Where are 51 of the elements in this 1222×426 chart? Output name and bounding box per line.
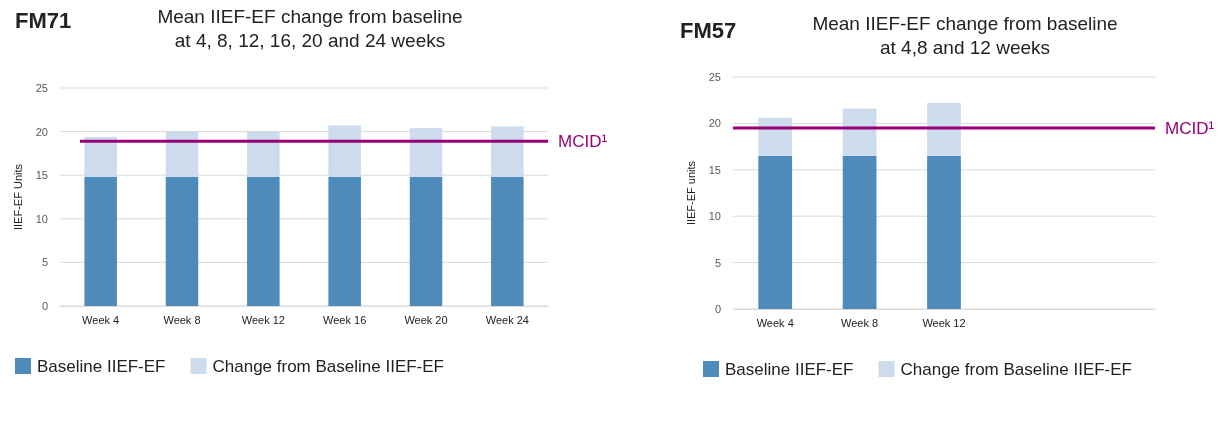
- bar: [409, 128, 443, 177]
- ref-line-label: MCID¹: [1165, 119, 1215, 139]
- x-tick-label: Week 12: [241, 313, 285, 326]
- bar: [409, 176, 443, 306]
- y-tick-label: 0: [41, 300, 48, 313]
- x-tick-label: Week 4: [82, 313, 120, 326]
- y-axis-title: IIEF-EF Units: [12, 163, 24, 231]
- legend-label: Change from Baseline IIEF-EF: [212, 357, 444, 376]
- bar: [328, 176, 361, 306]
- y-tick-label: 15: [708, 163, 721, 176]
- y-tick-label: 20: [35, 125, 48, 138]
- legend-label: Baseline IIEF-EF: [725, 360, 854, 379]
- bar: [165, 176, 199, 306]
- y-tick-label: 5: [41, 256, 48, 269]
- bar: [328, 125, 361, 177]
- x-tick-label: Week 12: [922, 316, 966, 329]
- y-tick-label: 5: [714, 256, 721, 269]
- bar: [84, 176, 117, 306]
- x-tick-label: Week 16: [323, 313, 367, 326]
- y-tick-label: 20: [708, 117, 721, 130]
- bar: [927, 102, 961, 156]
- y-tick-label: 10: [35, 212, 48, 225]
- y-tick-label: 0: [714, 303, 721, 316]
- bar: [758, 117, 793, 156]
- bar: [165, 131, 199, 177]
- y-tick-label: 25: [708, 71, 721, 84]
- bar: [84, 136, 117, 177]
- chart-subtitle: Mean IIEF-EF change from baseline at 4,8 and 12 weeks: [812, 13, 1118, 58]
- chart-title: FM57: [680, 18, 737, 43]
- legend-label: Change from Baseline IIEF-EF: [900, 360, 1132, 379]
- y-tick-label: 25: [35, 82, 48, 95]
- ref-line-label: MCID¹: [558, 132, 608, 152]
- x-tick-label: Week 24: [485, 313, 529, 326]
- y-axis-title: IIEF-EF units: [685, 160, 697, 226]
- bar: [491, 176, 524, 306]
- y-tick-label: 10: [708, 210, 721, 223]
- bar: [842, 108, 877, 156]
- x-tick-label: Week 20: [404, 313, 448, 326]
- x-tick-label: Week 8: [841, 316, 879, 329]
- chart-subtitle: Mean IIEF-EF change from baseline at 4, 8, 12, 16, 20 and 24 weeks: [157, 6, 463, 51]
- chart-title: FM71: [15, 8, 72, 33]
- bar: [491, 126, 524, 177]
- bar: [927, 155, 961, 309]
- bar: [247, 176, 280, 306]
- x-tick-label: Week 4: [756, 316, 794, 329]
- y-tick-label: 15: [35, 169, 48, 182]
- bar: [758, 155, 793, 309]
- bar: [247, 131, 280, 177]
- x-tick-label: Week 8: [163, 313, 201, 326]
- bar: [842, 155, 877, 309]
- legend-label: Baseline IIEF-EF: [37, 357, 166, 376]
